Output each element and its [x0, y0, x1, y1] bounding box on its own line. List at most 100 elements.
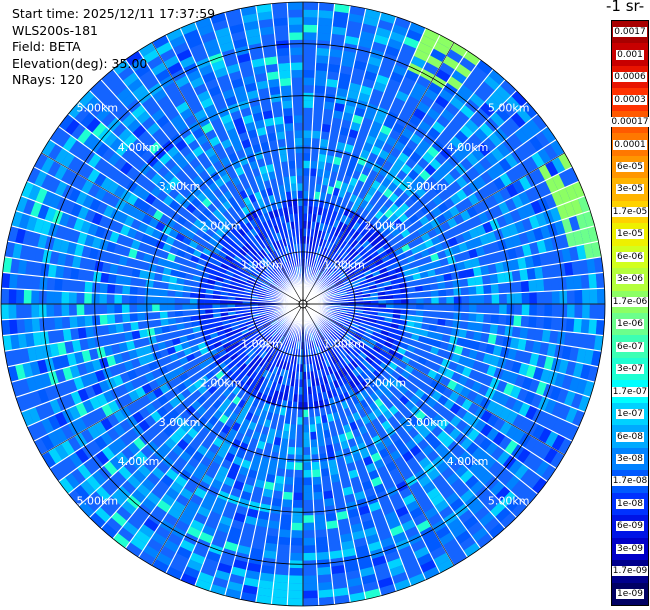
range-gate: [249, 219, 258, 228]
range-gate: [509, 258, 520, 271]
range-gate: [514, 128, 529, 145]
range-gate: [316, 566, 332, 576]
range-gate: [240, 67, 255, 78]
range-gate: [597, 304, 605, 320]
ring-label: 3.00km: [159, 416, 201, 429]
range-gate: [268, 364, 276, 373]
range-gate: [489, 377, 501, 390]
range-gate: [385, 294, 394, 300]
range-gate: [144, 167, 158, 181]
range-gate: [229, 352, 239, 361]
range-gate: [572, 409, 585, 427]
range-gate: [243, 146, 254, 156]
range-gate: [117, 65, 135, 81]
range-gate: [242, 75, 256, 86]
range-gate: [348, 273, 357, 280]
range-gate: [351, 264, 360, 272]
range-gate: [224, 229, 234, 239]
range-gate: [582, 304, 590, 319]
range-gate: [373, 113, 386, 125]
range-gate: [281, 499, 293, 508]
range-gate: [229, 487, 243, 498]
ray-gap: [2, 303, 304, 337]
range-gate: [356, 224, 365, 234]
range-gate: [314, 529, 328, 538]
range-gate: [130, 218, 142, 231]
range-gate: [329, 272, 337, 279]
range-gate: [236, 389, 246, 399]
range-gate: [339, 294, 348, 299]
range-gate: [319, 192, 327, 201]
range-gate: [229, 247, 239, 256]
range-gate: [151, 368, 162, 380]
range-gate: [210, 117, 224, 130]
range-gate: [328, 56, 342, 66]
range-gate: [422, 28, 441, 42]
range-gate: [303, 583, 318, 591]
range-gate: [556, 203, 569, 220]
range-gate: [317, 17, 333, 27]
range-gate: [216, 74, 231, 86]
range-gate: [253, 320, 262, 326]
range-gate: [438, 505, 454, 520]
colorbar-label: 0.0017: [613, 27, 647, 38]
range-gate: [142, 458, 157, 473]
range-gate: [374, 258, 384, 267]
range-gate: [303, 379, 308, 388]
range-gate: [454, 233, 466, 245]
range-gate: [318, 320, 325, 327]
range-gate: [277, 138, 287, 148]
range-gate: [265, 125, 276, 135]
range-gate: [511, 501, 528, 518]
range-gate: [139, 201, 151, 214]
range-gate: [138, 69, 155, 85]
range-gate: [558, 233, 569, 250]
range-gate: [103, 390, 115, 404]
range-gate: [445, 311, 454, 320]
range-gate: [189, 292, 198, 299]
range-gate: [63, 199, 76, 215]
range-gate: [541, 126, 557, 144]
range-gate: [342, 356, 351, 366]
range-gate: [337, 230, 345, 239]
range-gate: [295, 439, 303, 448]
ray-gap: [302, 303, 528, 507]
range-gate: [373, 327, 382, 334]
range-gate: [291, 515, 303, 523]
range-gate: [372, 331, 381, 338]
range-gate: [329, 316, 338, 322]
range-gate: [319, 246, 325, 255]
range-gate: [192, 468, 205, 481]
range-gate: [293, 386, 299, 395]
range-gate: [211, 353, 221, 362]
range-gate: [458, 509, 474, 524]
range-gate: [62, 456, 77, 473]
ring-label: 4.00km: [118, 455, 160, 468]
range-gate: [101, 111, 117, 128]
range-gate: [523, 202, 536, 218]
range-gate: [70, 202, 83, 218]
range-gate: [282, 337, 288, 346]
range-gate: [137, 320, 147, 330]
ray-gap: [4, 303, 304, 352]
range-gate: [258, 261, 266, 269]
range-gate: [224, 369, 234, 379]
range-gate: [192, 450, 205, 463]
range-gate: [459, 320, 469, 330]
range-gate: [257, 375, 266, 385]
range-gate: [323, 266, 330, 274]
range-gate: [490, 446, 505, 461]
range-gate: [256, 337, 264, 345]
range-gate: [356, 383, 366, 393]
range-gate: [277, 55, 291, 64]
range-gate: [303, 469, 313, 478]
range-gate: [237, 497, 251, 509]
range-gate: [420, 500, 435, 514]
range-gate: [260, 141, 270, 151]
range-gate: [233, 85, 247, 96]
range-gate: [329, 171, 339, 180]
range-gate: [170, 330, 179, 340]
range-gate: [370, 250, 379, 259]
range-gate: [254, 119, 266, 129]
range-gate: [413, 321, 423, 330]
